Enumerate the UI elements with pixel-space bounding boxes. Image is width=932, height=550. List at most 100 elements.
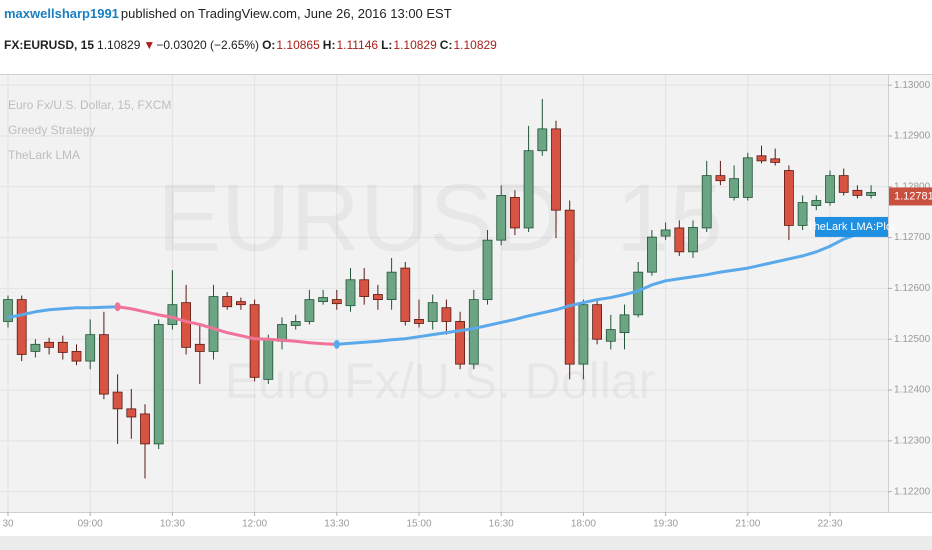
x-tick-label: 30 <box>2 519 14 530</box>
candle-body <box>99 334 109 395</box>
candle-body <box>126 408 137 418</box>
candle-body <box>797 202 808 226</box>
lma-plot-label: TheLark LMA:Plot <box>807 221 895 233</box>
plot-background <box>0 75 888 512</box>
x-tick-label: 21:00 <box>735 519 760 530</box>
y-tick-label: 1.12200 <box>894 486 931 497</box>
candle-body <box>304 299 315 322</box>
x-tick-label: 16:30 <box>489 519 514 530</box>
l-label: L: <box>381 38 393 52</box>
candle-body <box>153 324 164 445</box>
y-tick-label: 1.13000 <box>894 80 931 91</box>
candle-body <box>688 227 698 253</box>
candle-body <box>263 338 274 380</box>
candle-body <box>866 191 876 196</box>
x-tick-label: 13:30 <box>324 519 349 530</box>
candle-body <box>468 299 479 365</box>
candle-body <box>400 267 411 322</box>
candle-body <box>359 279 370 297</box>
candle-body <box>208 296 219 352</box>
price: 1.10829 <box>97 38 141 52</box>
candle-body <box>455 321 466 365</box>
candle-body <box>414 319 424 324</box>
candle-body <box>331 299 342 305</box>
candle-body <box>496 195 507 241</box>
candle-body <box>756 155 767 162</box>
candle-body <box>441 307 452 322</box>
c-label: C: <box>439 38 453 52</box>
candle-body <box>633 271 644 316</box>
candle-body <box>167 304 178 325</box>
arrow: ▼ <box>143 38 156 52</box>
candle-body <box>784 170 794 226</box>
lma-plot-box <box>815 216 888 237</box>
x-tick-label: 10:30 <box>160 519 185 530</box>
candle-body <box>852 189 863 196</box>
candle-body <box>290 321 301 326</box>
candle-body <box>509 197 520 229</box>
candle-body <box>619 314 630 334</box>
lma-line <box>7 305 118 319</box>
change: −0.03020 (−2.65%) <box>156 38 260 52</box>
y-tick-label: 1.12900 <box>894 131 931 142</box>
candle-body <box>523 150 534 229</box>
o-label: O: <box>262 38 276 52</box>
candle-body <box>345 279 356 307</box>
author[interactable]: maxwellsharp1991 <box>4 6 119 21</box>
symbol: FX:EURUSD, 15 <box>4 38 95 52</box>
x-tick-label: 19:30 <box>653 519 678 530</box>
candle-body <box>318 297 329 303</box>
candle-body <box>386 271 397 300</box>
c-value: 1.10829 <box>453 38 497 52</box>
y-tick-label: 1.12700 <box>894 232 931 243</box>
candle-body <box>551 128 561 211</box>
candle-body <box>605 329 616 342</box>
candle-body <box>701 175 712 229</box>
y-tick-label: 1.12800 <box>894 181 931 192</box>
candle-body <box>647 236 657 273</box>
candle-body <box>194 343 205 352</box>
y-tick-label: 1.12400 <box>894 385 931 396</box>
candle-body <box>482 239 493 300</box>
lma-line <box>336 226 872 346</box>
x-tick-label: 22:30 <box>817 519 842 530</box>
y-tick-label: 1.12600 <box>894 283 931 294</box>
legend-study: Greedy Strategy <box>8 123 95 137</box>
candle-body <box>16 299 27 355</box>
bottom-strip <box>0 536 932 550</box>
candle-body <box>71 351 82 362</box>
candle-body <box>222 296 233 308</box>
candle-body <box>578 304 589 365</box>
price-axis <box>888 75 932 512</box>
o-value: 1.10865 <box>276 38 320 52</box>
published: published on TradingView.com, June 26, 2… <box>120 6 452 21</box>
candle-body <box>825 175 835 203</box>
candle-body <box>715 175 726 182</box>
x-tick-label: 12:00 <box>242 519 267 530</box>
candle-body <box>564 209 575 365</box>
candle-body <box>181 302 192 348</box>
candle-body <box>729 178 739 198</box>
candle-body <box>57 341 68 353</box>
candle-body <box>235 301 246 306</box>
publish-line: maxwellsharp1991 published on TradingView… <box>4 6 455 21</box>
candle-body <box>592 304 602 340</box>
candle-body <box>3 299 13 322</box>
candle-body <box>674 227 685 253</box>
candle-body <box>44 341 54 348</box>
y-tick-label: 1.12300 <box>894 436 931 447</box>
x-tick-label: 18:00 <box>571 519 596 530</box>
watermark: EURUSD, 15 <box>157 164 723 271</box>
x-tick-label: 15:00 <box>406 519 431 530</box>
h-label: H: <box>322 38 336 52</box>
candle-body <box>770 158 781 163</box>
symbol-line: FX:EURUSD, 15 1.10829 ▼−0.03020 (−2.65%) O:… <box>4 38 500 52</box>
candle-body <box>85 334 96 362</box>
candle-body <box>249 304 260 378</box>
candle-body <box>30 343 41 352</box>
last-price-box <box>889 187 932 206</box>
candle-body <box>112 391 123 410</box>
h-value: 1.11146 <box>336 38 379 52</box>
